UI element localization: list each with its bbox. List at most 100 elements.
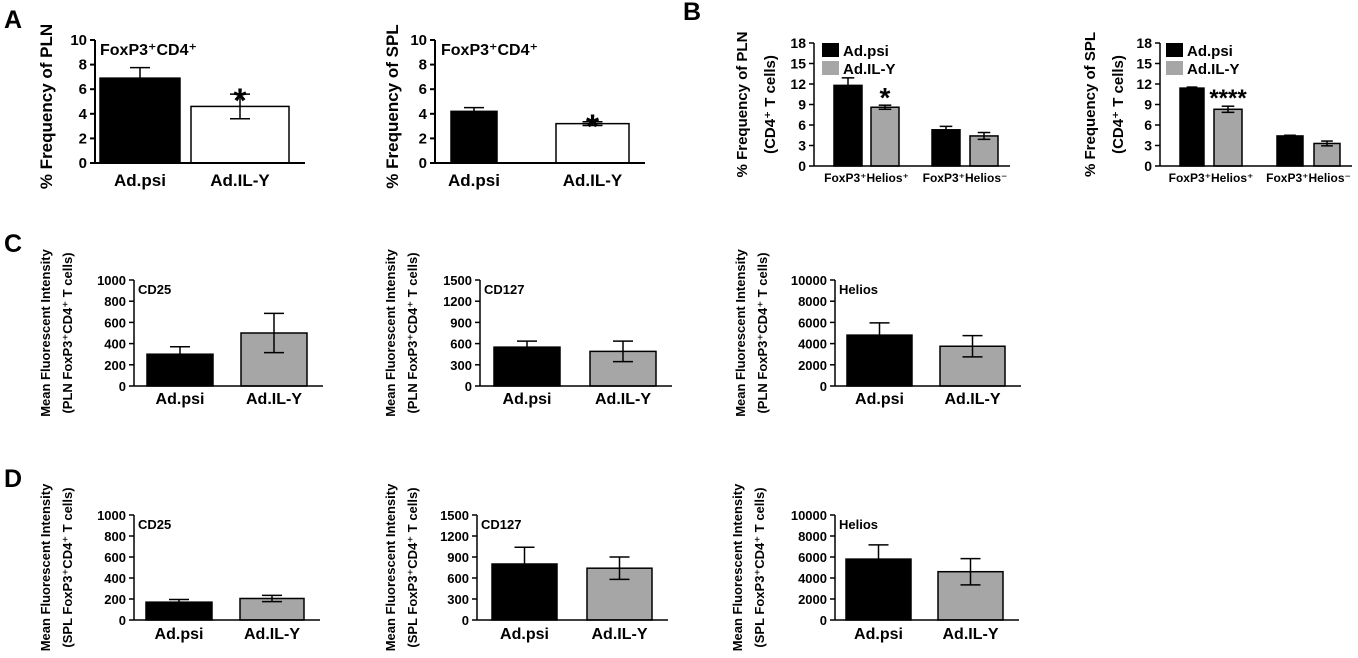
- y-tick-label: 800: [104, 294, 126, 309]
- significance-marker: *: [586, 108, 600, 146]
- chart-2: * 0 2 4 6 8 10 Ad.psi Ad.IL-Y FoxP3⁺CD4⁺ % Frequen…: [383, 24, 645, 190]
- bar: [99, 77, 181, 164]
- significance-marker: *: [233, 82, 247, 120]
- x-category-label: Ad.psi: [156, 391, 205, 408]
- legend-swatch: [1166, 43, 1183, 57]
- x-category-label: Ad.IL-Y: [210, 171, 270, 190]
- y-tick-label: 600: [104, 550, 126, 565]
- y-tick-label: 0: [79, 155, 87, 172]
- x-category-label: FoxP3⁺Helios⁺: [1169, 171, 1254, 185]
- x-category-label: Ad.psi: [500, 626, 549, 643]
- y-tick-label: 6: [79, 81, 87, 98]
- y-tick-label: 10: [70, 32, 87, 49]
- significance-marker: *: [880, 82, 891, 113]
- y-tick-label: 12: [1136, 76, 1152, 92]
- x-category-label: Ad.psi: [855, 391, 904, 408]
- y-tick-label: 600: [450, 337, 472, 352]
- x-category-label: Ad.IL-Y: [246, 391, 302, 408]
- y-tick-label: 18: [790, 35, 806, 51]
- y-tick-label: 0: [820, 613, 827, 628]
- legend-label: Ad.psi: [1187, 43, 1233, 60]
- y-tick-label: 0: [462, 613, 469, 628]
- y-tick-label: 18: [1136, 35, 1152, 51]
- chart-1: * 0 2 4 6 8 10 Ad.psi Ad.IL-Y FoxP3⁺CD4⁺ % Frequen…: [37, 24, 305, 190]
- bar: [969, 135, 999, 167]
- bar: [555, 122, 630, 164]
- y-tick-label: 1000: [97, 273, 126, 288]
- y-tick-label: 10: [410, 32, 427, 49]
- y-axis-label: % Frequency of SPL: [383, 24, 402, 188]
- legend-swatch: [822, 43, 839, 57]
- panel-label-d: D: [4, 465, 22, 493]
- y-tick-label: 0: [119, 613, 126, 628]
- y-tick-label: 1200: [443, 294, 472, 309]
- x-category-label: Ad.psi: [114, 171, 166, 190]
- y-tick-label: 300: [447, 592, 469, 607]
- chart-3: * 0 3 6 9 12 15 18 FoxP3⁺Helios⁺ FoxP3⁺Helios⁻ % F…: [734, 32, 1010, 185]
- panel-label-b: B: [683, 0, 701, 26]
- y-tick-label: 600: [104, 315, 126, 330]
- bar: [450, 110, 498, 164]
- chart-4: **** 0 3 6 9 12 15 18 FoxP3⁺Helios⁺ FoxP3⁺Helios⁻…: [1082, 32, 1352, 185]
- y-tick-label: 8: [419, 57, 427, 74]
- y-axis-label-2: (CD4⁺ T cells): [1110, 55, 1127, 154]
- y-tick-label: 6: [419, 81, 427, 98]
- y-tick-label: 400: [104, 571, 126, 586]
- y-tick-label: 900: [450, 315, 472, 330]
- chart-6: 0 300 600 900 1200 1500 Ad.psi Ad.IL-Y CD127 Mean…: [383, 248, 672, 417]
- y-tick-label: 8000: [798, 294, 827, 309]
- chart-title: CD25: [138, 282, 171, 297]
- y-axis-label: Mean Fluorescent Intensity: [38, 248, 53, 416]
- chart-9: 0 300 600 900 1200 1500 Ad.psi Ad.IL-Y CD127 Mean…: [383, 483, 668, 651]
- chart-title: FoxP3⁺CD4⁺: [100, 42, 197, 59]
- x-category-label: Ad.IL-Y: [244, 626, 300, 643]
- y-tick-label: 6: [798, 117, 806, 133]
- x-category-label: Ad.IL-Y: [592, 626, 648, 643]
- legend-swatch: [1166, 61, 1183, 75]
- x-category-label: FoxP3⁺Helios⁻: [923, 171, 1008, 185]
- y-tick-label: 9: [798, 97, 806, 113]
- x-category-label: FoxP3⁺Helios⁻: [1266, 171, 1351, 185]
- x-category-label: Ad.psi: [854, 626, 903, 643]
- panel-label-c: C: [4, 230, 22, 258]
- y-axis-label: % Frequency of SPL: [1082, 32, 1099, 177]
- y-tick-label: 3: [1144, 138, 1152, 154]
- bar: [1179, 87, 1205, 167]
- y-tick-label: 4: [79, 106, 88, 123]
- chart-10: 0 2000 4000 6000 8000 10000 Ad.psi Ad.IL-Y Helio…: [730, 483, 1019, 651]
- y-tick-label: 8000: [798, 529, 827, 544]
- bar: [1276, 135, 1304, 167]
- y-axis-label-2: (PLN FoxP3⁺CD4⁺ T cells): [755, 252, 770, 413]
- chart-8: 0 200 400 600 800 1000 Ad.psi Ad.IL-Y CD25 Mean F…: [38, 483, 320, 651]
- y-tick-label: 1500: [440, 508, 469, 523]
- y-tick-label: 8: [79, 57, 87, 74]
- y-tick-label: 2000: [798, 358, 827, 373]
- y-tick-label: 300: [450, 358, 472, 373]
- chart-5: 0 200 400 600 800 1000 Ad.psi Ad.IL-Y CD25 Mean F…: [38, 248, 323, 417]
- y-tick-label: 15: [790, 56, 806, 72]
- y-tick-label: 3: [798, 138, 806, 154]
- y-axis-label: % Frequency of PLN: [37, 24, 56, 189]
- bar: [1313, 142, 1341, 167]
- y-axis-label-2: (PLN FoxP3⁺CD4⁺ T cells): [60, 252, 75, 413]
- y-axis-label-2: (SPL FoxP3⁺CD4⁺ T cells): [752, 487, 767, 647]
- y-tick-label: 4: [419, 106, 428, 123]
- bar: [589, 350, 657, 387]
- y-tick-label: 2: [419, 130, 427, 147]
- x-category-label: Ad.psi: [503, 391, 552, 408]
- y-tick-label: 12: [790, 76, 806, 92]
- y-tick-label: 0: [1144, 158, 1152, 174]
- y-tick-label: 15: [1136, 56, 1152, 72]
- chart-title: FoxP3⁺CD4⁺: [441, 42, 538, 59]
- y-tick-label: 6000: [798, 550, 827, 565]
- y-tick-label: 800: [104, 529, 126, 544]
- y-tick-label: 400: [104, 337, 126, 352]
- chart-7: 0 2000 4000 6000 8000 10000 Ad.psi Ad.IL-Y Helio…: [733, 248, 1021, 417]
- chart-title: Helios: [839, 517, 878, 532]
- y-axis-label-2: (SPL FoxP3⁺CD4⁺ T cells): [60, 487, 75, 647]
- y-tick-label: 2000: [798, 592, 827, 607]
- y-tick-label: 0: [119, 379, 126, 394]
- significance-marker: ****: [1209, 85, 1247, 112]
- y-axis-label: Mean Fluorescent Intensity: [383, 483, 398, 651]
